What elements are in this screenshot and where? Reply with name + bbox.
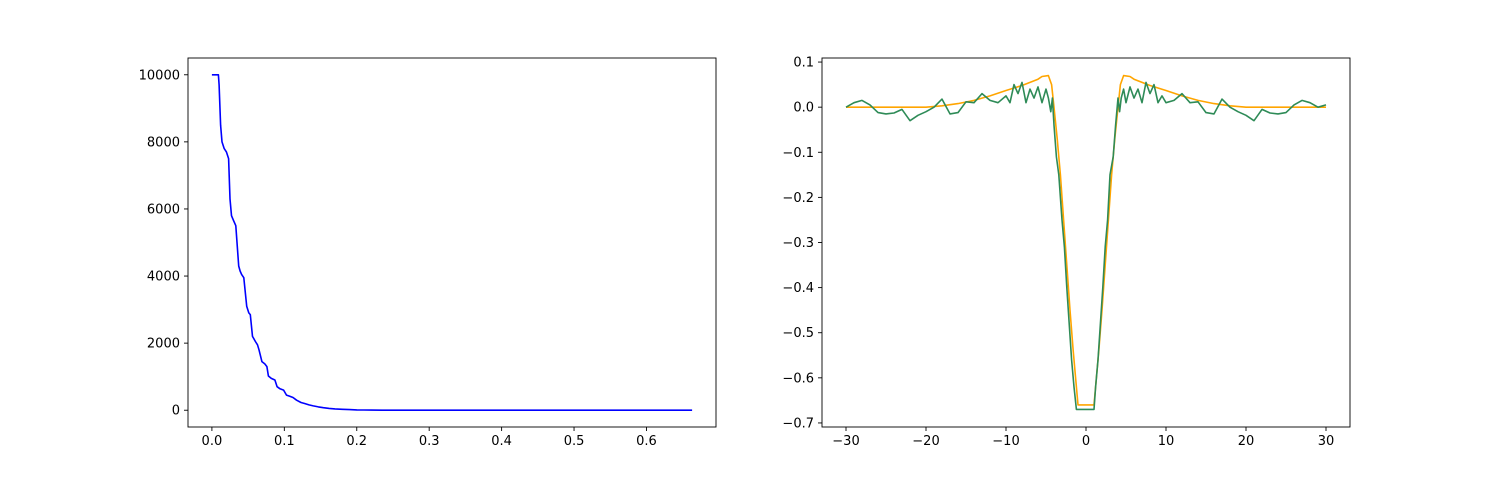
x-tick-label: −30 [832,434,859,449]
x-tick-label: 0.2 [346,434,367,449]
y-tick-label: 0.0 [793,101,814,116]
x-tick-label: 30 [1318,434,1335,449]
y-tick-label: 10000 [139,68,180,83]
chart-left: 0.0 0.1 0.2 0.3 0.4 0.5 0.6 0 2000 4000 6000 8000 10… [139,57,717,449]
x-tick-label: 0.4 [491,434,512,449]
axes-frame [187,57,717,428]
x-tick-label: 0.6 [636,434,657,449]
y-tick-label: 0.1 [793,56,814,71]
x-tick-label: −20 [912,434,939,449]
x-tick-label: −10 [992,434,1019,449]
series-line-0 [211,74,693,412]
y-tick-label: 4000 [147,270,180,285]
y-tick-label: −0.1 [782,146,814,161]
y-tick-label: 0 [172,404,180,419]
series-line-1 [845,81,1327,411]
y-tick-label: −0.6 [782,371,814,386]
y-tick-label: −0.5 [782,326,814,341]
y-tick-label: −0.3 [782,236,814,251]
y-tick-label: 2000 [147,337,180,352]
chart-right: −30 −20 −10 0 10 20 30 0.1 0.0 −0.1 −0.2 −0.3 −0.4 −0… [782,56,1351,449]
y-tick-label: 8000 [147,135,180,150]
x-tick-label: 20 [1238,434,1255,449]
x-tick-label: 0 [1082,434,1090,449]
x-tick-label: 10 [1158,434,1175,449]
x-tick-label: 0.0 [202,434,223,449]
y-tick-label: −0.2 [782,191,814,206]
x-tick-label: 0.1 [274,434,295,449]
y-tick-label: 6000 [147,202,180,217]
x-tick-label: 0.3 [419,434,440,449]
x-tick-label: 0.5 [564,434,585,449]
y-tick-label: −0.7 [782,416,814,431]
y-tick-label: −0.4 [782,281,814,296]
